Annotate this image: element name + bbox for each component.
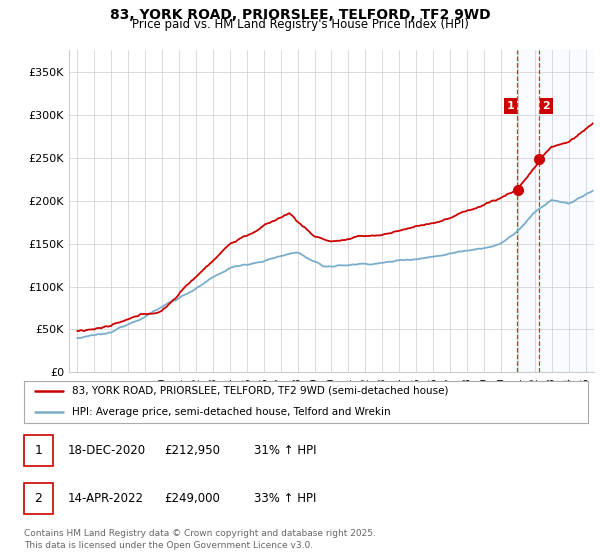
Text: 83, YORK ROAD, PRIORSLEE, TELFORD, TF2 9WD: 83, YORK ROAD, PRIORSLEE, TELFORD, TF2 9… [110,8,490,22]
Text: Contains HM Land Registry data © Crown copyright and database right 2025.
This d: Contains HM Land Registry data © Crown c… [24,529,376,550]
Text: 1: 1 [506,101,514,111]
Text: 2: 2 [34,492,43,505]
Text: 14-APR-2022: 14-APR-2022 [68,492,144,505]
Text: 83, YORK ROAD, PRIORSLEE, TELFORD, TF2 9WD (semi-detached house): 83, YORK ROAD, PRIORSLEE, TELFORD, TF2 9… [72,386,448,396]
Text: HPI: Average price, semi-detached house, Telford and Wrekin: HPI: Average price, semi-detached house,… [72,407,391,417]
Text: £212,950: £212,950 [164,444,220,458]
Bar [517,50,594,372]
Text: £249,000: £249,000 [164,492,220,505]
Text: 31% ↑ HPI: 31% ↑ HPI [254,444,316,458]
Text: 33% ↑ HPI: 33% ↑ HPI [254,492,316,505]
Text: 18-DEC-2020: 18-DEC-2020 [68,444,146,458]
Text: 1: 1 [34,444,43,458]
Text: Price paid vs. HM Land Registry's House Price Index (HPI): Price paid vs. HM Land Registry's House … [131,18,469,31]
Text: 2: 2 [542,101,550,111]
